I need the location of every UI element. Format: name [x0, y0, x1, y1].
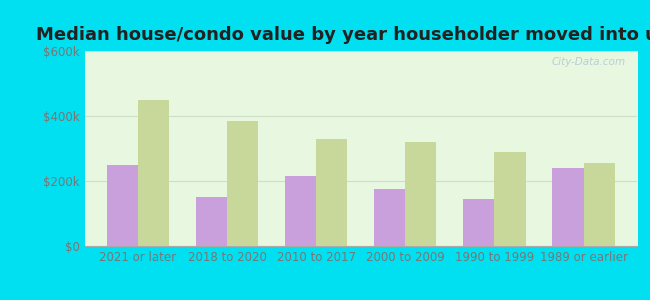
Bar: [285, 176, 316, 246]
Bar: [374, 189, 406, 246]
Bar: [316, 139, 347, 246]
Title: Median house/condo value by year householder moved into unit: Median house/condo value by year househo…: [36, 26, 650, 44]
Bar: [584, 163, 615, 246]
Bar: [227, 121, 258, 246]
Text: City-Data.com: City-Data.com: [552, 57, 626, 67]
Bar: [196, 197, 227, 246]
Bar: [138, 100, 169, 246]
Bar: [552, 168, 584, 246]
Bar: [406, 142, 437, 246]
Bar: [463, 199, 495, 246]
Bar: [495, 152, 526, 246]
Bar: [107, 165, 138, 246]
